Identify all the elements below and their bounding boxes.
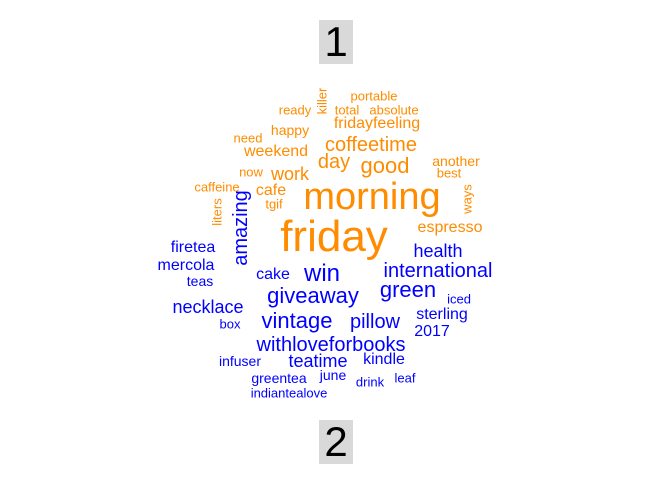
word-work: work — [270, 164, 310, 184]
word-teatime: teatime — [288, 351, 348, 371]
word-ways: ways — [459, 184, 475, 214]
word-win: win — [303, 260, 341, 287]
word-day: day — [317, 151, 351, 173]
word-caffeine: caffeine — [194, 179, 240, 195]
word-health: health — [413, 241, 463, 261]
word-indiantealove: indiantealove — [250, 385, 328, 401]
word-espresso: espresso — [417, 219, 483, 236]
word-killer: killer — [314, 87, 330, 115]
word-now: now — [239, 164, 263, 180]
word-sterling: sterling — [416, 306, 468, 323]
word-vintage: vintage — [261, 308, 333, 333]
word-infuser: infuser — [218, 353, 262, 369]
word-june: june — [319, 367, 347, 383]
word-iced: iced — [447, 291, 471, 307]
word-greentea: greentea — [251, 370, 307, 386]
word-amazing: amazing — [230, 190, 252, 266]
word-fridayfeeling: fridayfeeling — [333, 115, 421, 132]
word-best: best — [436, 165, 462, 181]
word-necklace: necklace — [172, 297, 244, 317]
word-ready: ready — [278, 102, 312, 118]
word-absolute: absolute — [369, 102, 419, 118]
word-tgif: tgif — [265, 196, 283, 212]
word-drink: drink — [355, 374, 385, 390]
word-another: another — [432, 153, 480, 169]
word-pillow: pillow — [349, 311, 401, 333]
word-teas: teas — [186, 273, 214, 289]
word-green: green — [379, 277, 437, 302]
word-box: box — [219, 316, 241, 332]
word-morning: morning — [303, 176, 441, 218]
word-kindle: kindle — [363, 351, 405, 368]
word-2017: 2017 — [414, 323, 450, 340]
word-need: need — [233, 130, 263, 146]
word-cake: cake — [256, 266, 290, 283]
word-international: international — [383, 260, 493, 282]
word-firetea: firetea — [170, 239, 216, 256]
word-giveaway: giveaway — [267, 283, 359, 308]
word-cafe: cafe — [255, 182, 287, 199]
group-label-top: 1 — [319, 20, 353, 64]
group-label-bottom: 2 — [319, 420, 353, 464]
word-leaf: leaf — [394, 370, 416, 386]
word-withloveforbooks: withloveforbooks — [256, 334, 406, 356]
word-coffeetime: coffeetime — [325, 134, 417, 156]
word-mercola: mercola — [157, 257, 215, 274]
word-weekend: weekend — [243, 143, 309, 160]
word-happy: happy — [270, 122, 310, 138]
word-good: good — [360, 153, 410, 178]
word-total: total — [334, 102, 360, 118]
word-liters: liters — [209, 198, 225, 226]
word-friday: friday — [280, 212, 388, 261]
word-portable: portable — [350, 88, 398, 104]
